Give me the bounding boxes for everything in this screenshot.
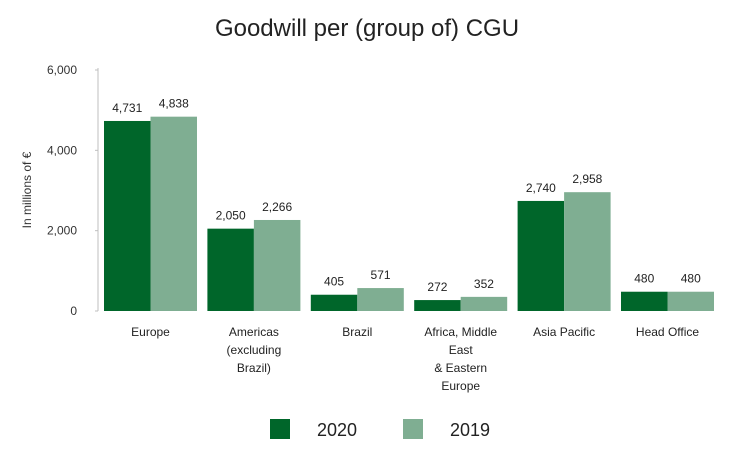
bar-value-label: 2,740 (526, 181, 556, 195)
x-category-label-line: & Eastern (434, 361, 487, 375)
bar-value-label: 4,731 (112, 101, 142, 115)
bar-2019 (564, 192, 611, 311)
x-category-label-line: Americas (229, 325, 279, 339)
x-axis-labels: Europe Americas (excluding Brazil) Brazil Afr… (131, 325, 699, 393)
x-category-label-line: Asia Pacific (533, 325, 595, 339)
x-category-label: Brazil (342, 325, 372, 339)
x-category-label-line: Africa, Middle (424, 325, 497, 339)
bar-groups: 4,731 4,838 2,050 2,266 405 571 272 352 2,740 2,9… (104, 97, 714, 311)
x-category-label-line: East (449, 343, 474, 357)
bar-value-label: 480 (634, 272, 654, 286)
x-category-label-line: Europe (441, 379, 480, 393)
bar-value-label: 2,050 (216, 209, 246, 223)
bar-value-label: 480 (681, 272, 701, 286)
bar-2020 (621, 291, 668, 311)
bar-value-label: 405 (324, 275, 344, 289)
bar-value-label: 272 (427, 280, 447, 294)
y-axis-label: In millions of € (20, 151, 34, 228)
bar-2019 (253, 219, 301, 311)
x-category-label-line: Brazil) (237, 361, 271, 375)
bar-2020 (310, 294, 358, 311)
bar-group: 4,731 4,838 (104, 97, 197, 311)
bar-value-label: 4,838 (159, 97, 189, 111)
x-category-label-line: Europe (131, 325, 170, 339)
bar-2020 (207, 228, 254, 311)
bar-value-label: 2,958 (572, 172, 602, 186)
x-category-label: Europe (131, 325, 170, 339)
bar-2020 (517, 200, 565, 311)
bar-value-label: 2,266 (262, 200, 292, 214)
bar-group: 480 480 (621, 272, 714, 311)
x-category-label: Asia Pacific (533, 325, 595, 339)
y-tick-label: 4,000 (47, 143, 77, 157)
y-axis-ticks: 0 2,000 4,000 6,000 (47, 63, 98, 318)
x-category-label-line: (excluding (227, 343, 282, 357)
bar-2020 (414, 300, 461, 311)
legend-swatch-2020 (270, 419, 290, 439)
bar-2019 (667, 291, 714, 311)
legend-label: 2020 (317, 420, 357, 440)
x-category-label: Africa, Middle East & Eastern Europe (424, 325, 497, 393)
bar-group: 272 352 (414, 277, 508, 311)
bar-2019 (150, 116, 197, 311)
chart-title: Goodwill per (group of) CGU (215, 15, 519, 42)
x-category-label-line: Head Office (636, 325, 699, 339)
bar-value-label: 352 (474, 277, 494, 291)
bar-value-label: 571 (371, 268, 391, 282)
bar-group: 2,740 2,958 (517, 172, 611, 311)
legend-swatch-2019 (403, 419, 423, 439)
legend-label: 2019 (450, 420, 490, 440)
bar-group: 2,050 2,266 (207, 200, 301, 311)
bar-group: 405 571 (310, 268, 404, 311)
legend: 2020 2019 (270, 419, 490, 440)
y-tick-label: 0 (70, 304, 77, 318)
bar-2019 (460, 296, 508, 311)
x-category-label: Americas (excluding Brazil) (227, 325, 282, 375)
bar-2020 (104, 120, 151, 311)
y-tick-label: 6,000 (47, 63, 77, 77)
bar-2019 (357, 288, 404, 311)
y-tick-label: 2,000 (47, 224, 77, 238)
x-category-label: Head Office (636, 325, 699, 339)
x-category-label-line: Brazil (342, 325, 372, 339)
